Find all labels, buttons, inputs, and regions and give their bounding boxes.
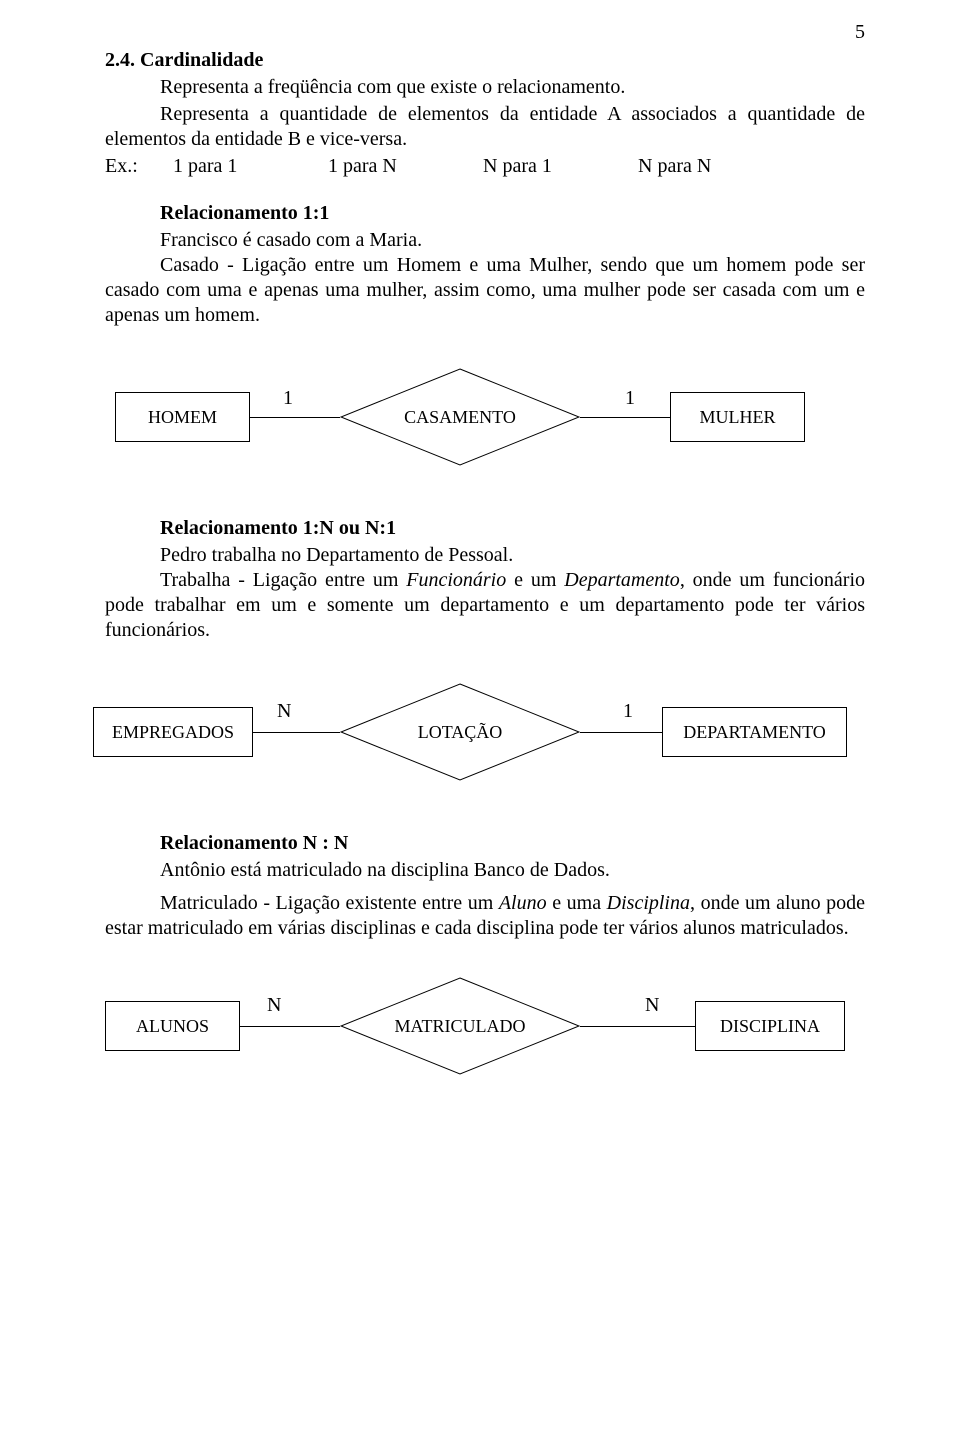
rel11-line2: Casado - Ligação entre um Homem e uma Mu… — [105, 253, 865, 328]
entity-departamento: DEPARTAMENTO — [662, 707, 847, 757]
relnn-line2: Matriculado - Ligação existente entre um… — [105, 891, 865, 941]
er-line — [580, 732, 662, 733]
relnn-heading: Relacionamento N : N — [160, 831, 865, 856]
relnn-text-pre: Matriculado - Ligação existente entre um — [160, 892, 499, 914]
rel1n-heading: Relacionamento 1:N ou N:1 — [160, 516, 865, 541]
er-line — [253, 732, 340, 733]
rel11-heading: Relacionamento 1:1 — [160, 201, 865, 226]
example-item-1: 1 para N — [328, 154, 483, 179]
er-line — [580, 417, 670, 418]
relation-label: CASAMENTO — [340, 406, 580, 429]
rel1n-text-mid: e um — [506, 569, 564, 591]
intro-paragraph-2: Representa a quantidade de elementos da … — [105, 102, 865, 152]
entity-homem: HOMEM — [115, 392, 250, 442]
er-diagram-1: HOMEM 1 CASAMENTO 1 MULHER — [105, 356, 865, 476]
cardinality-right: 1 — [625, 386, 635, 411]
rel1n-text-pre: Trabalha - Ligação entre um — [160, 569, 406, 591]
cardinality-left: N — [277, 699, 291, 724]
example-item-2: N para 1 — [483, 154, 638, 179]
er-line — [240, 1026, 340, 1027]
cardinality-right: 1 — [623, 699, 633, 724]
er-diagram-2: EMPREGADOS N LOTAÇÃO 1 DEPARTAMENTO — [105, 671, 865, 791]
rel1n-italic-2: Departamento — [564, 569, 680, 591]
document-page: 5 2.4. Cardinalidade Representa a freqüê… — [0, 0, 960, 1446]
rel11-line1: Francisco é casado com a Maria. — [160, 228, 865, 253]
relnn-line1: Antônio está matriculado na disciplina B… — [160, 858, 865, 883]
intro-paragraph-1: Representa a freqüência com que existe o… — [105, 75, 865, 100]
relation-label: LOTAÇÃO — [340, 721, 580, 744]
entity-mulher: MULHER — [670, 392, 805, 442]
example-item-3: N para N — [638, 154, 793, 179]
er-line — [580, 1026, 695, 1027]
cardinality-left: N — [267, 993, 281, 1018]
entity-alunos: ALUNOS — [105, 1001, 240, 1051]
cardinality-left: 1 — [283, 386, 293, 411]
relnn-text-mid: e uma — [547, 892, 607, 914]
entity-empregados: EMPREGADOS — [93, 707, 253, 757]
rel1n-italic-1: Funcionário — [406, 569, 506, 591]
cardinality-right: N — [645, 993, 659, 1018]
relnn-italic-1: Aluno — [499, 892, 547, 914]
example-item-0: 1 para 1 — [173, 154, 328, 179]
er-diagram-3: ALUNOS N MATRICULADO N DISCIPLINA — [105, 965, 865, 1075]
relation-lotacao: LOTAÇÃO — [340, 683, 580, 781]
section-heading: 2.4. Cardinalidade — [105, 48, 865, 73]
example-label: Ex.: — [105, 154, 173, 179]
example-line: Ex.: 1 para 1 1 para N N para 1 N para N — [105, 154, 865, 179]
relnn-italic-2: Disciplina — [607, 892, 690, 914]
rel1n-line2: Trabalha - Ligação entre um Funcionário … — [105, 568, 865, 643]
rel11-line2-text: Casado - Ligação entre um Homem e uma Mu… — [105, 254, 865, 326]
page-number: 5 — [855, 20, 865, 45]
relation-matriculado: MATRICULADO — [340, 977, 580, 1075]
relation-label: MATRICULADO — [340, 1015, 580, 1038]
rel1n-line1: Pedro trabalha no Departamento de Pessoa… — [160, 543, 865, 568]
relation-casamento: CASAMENTO — [340, 368, 580, 466]
entity-disciplina: DISCIPLINA — [695, 1001, 845, 1051]
er-line — [250, 417, 340, 418]
